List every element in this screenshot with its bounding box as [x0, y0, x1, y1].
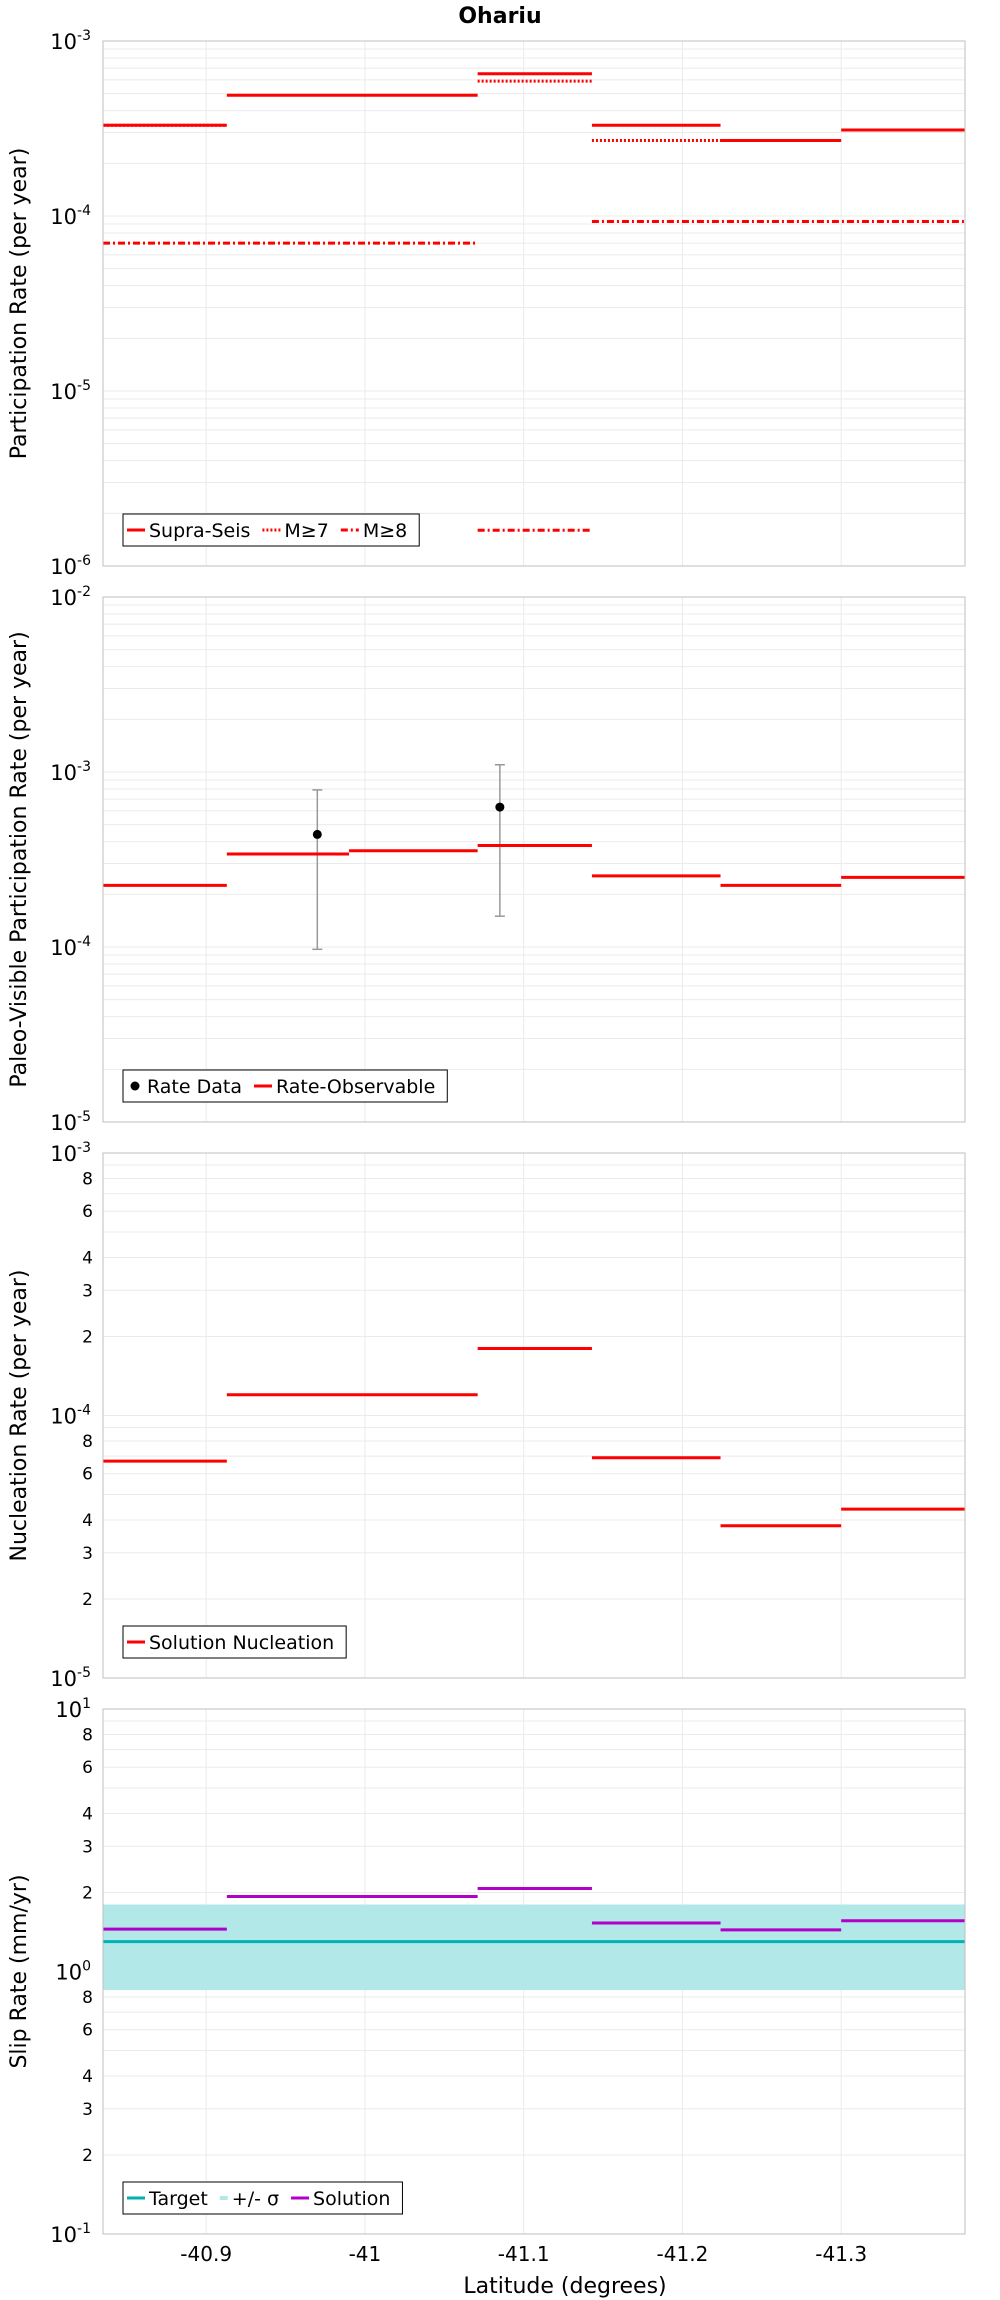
y-tick-label: 10-6: [50, 553, 91, 579]
legend-frame: [122, 2181, 403, 2215]
y-minor-tick-label: 3: [82, 2100, 93, 2120]
data-point: [312, 829, 322, 839]
y-tick-label: 10-2: [50, 584, 91, 610]
x-tick-label: -41.1: [498, 2242, 550, 2266]
sigma-band: [103, 1904, 965, 1991]
chart-panel-nucleation: 10-5 10-4 10-3 2 3 4 6 8 2 3 4 6 8 Nucleation Rate (p…: [7, 1140, 966, 1691]
series-rate-data: [312, 764, 505, 951]
legend-label: +/- σ: [232, 2188, 279, 2210]
y-tick-label: 10-3: [50, 28, 91, 54]
legend-frame: [122, 1625, 347, 1659]
chart-panels: 10-6 10-5 10-4 10-3 Participation Rate (per …: [7, 28, 966, 2247]
y-minor-tick-label: 4: [82, 1804, 93, 1824]
plot-frame: [102, 40, 966, 567]
y-minor-tick-label: 8: [82, 1169, 93, 1189]
y-minor-tick-label: 4: [82, 1511, 93, 1531]
y-axis-label: Nucleation Rate (per year): [7, 1270, 32, 1562]
legend-marker: [130, 1081, 140, 1091]
y-tick-label: 101: [55, 1696, 91, 1722]
legend: Solution Nucleation: [122, 1625, 347, 1659]
x-tick-label: -40.9: [180, 2242, 232, 2266]
x-axis-label: Latitude (degrees): [463, 2274, 666, 2299]
y-tick-label: 100: [55, 1959, 91, 1985]
chart-panel-participation: 10-6 10-5 10-4 10-3 Participation Rate (per …: [7, 28, 966, 579]
y-minor-tick-label: 6: [82, 1465, 93, 1485]
chart-panel-slip: 10-1 100 101 2 3 4 6 8 2 3 4 6 8 Slip Rate (mm/yr) Tar…: [7, 1696, 966, 2247]
y-tick-label: 10-1: [50, 2221, 91, 2247]
y-minor-tick-label: 3: [82, 1544, 93, 1564]
plot-frame: [102, 596, 966, 1123]
legend-label: M≥8: [363, 520, 407, 542]
x-tick-label: -41.3: [815, 2242, 867, 2266]
y-tick-label: 10-3: [50, 759, 91, 785]
series-solution: [103, 1887, 965, 1932]
chart-title: Ohariu: [458, 4, 541, 29]
y-minor-tick-label: 4: [82, 1248, 93, 1268]
data-point: [495, 802, 505, 812]
y-minor-tick-label: 8: [82, 1725, 93, 1745]
y-minor-tick-label: 3: [82, 1837, 93, 1857]
y-tick-label: 10-5: [50, 378, 91, 404]
series-m-8: [103, 220, 965, 532]
legend-label: M≥7: [284, 520, 328, 542]
y-minor-tick-label: 6: [82, 1758, 93, 1778]
x-axis: -40.9 -41 -41.1 -41.2 -41.3: [180, 2242, 867, 2266]
legend: Supra-Seis M≥7 M≥8: [122, 513, 420, 547]
y-tick-label: 10-4: [50, 203, 91, 229]
y-tick-label: 10-5: [50, 1665, 91, 1691]
legend-label: Rate-Observable: [276, 1076, 435, 1098]
y-minor-tick-label: 4: [82, 2067, 93, 2087]
x-tick-label: -41: [349, 2242, 382, 2266]
y-axis-label: Slip Rate (mm/yr): [7, 1874, 32, 2068]
y-minor-tick-label: 6: [82, 2021, 93, 2041]
gridlines: [103, 1153, 965, 1678]
y-tick-label: 10-5: [50, 1109, 91, 1135]
chart-panel-paleo: 10-5 10-4 10-3 10-2 Paleo-Visible Participat…: [7, 584, 966, 1135]
gridlines: [103, 41, 965, 566]
y-minor-tick-label: 3: [82, 1281, 93, 1301]
y-minor-tick-label: 8: [82, 1988, 93, 2008]
y-tick-label: 10-4: [50, 934, 91, 960]
legend-label: Rate Data: [147, 1076, 242, 1098]
series-solution-nucleation: [103, 1346, 965, 1528]
legend: Rate Data Rate-Observable: [122, 1069, 448, 1103]
y-tick-label: 10-3: [50, 1140, 91, 1166]
y-axis-label: Paleo-Visible Participation Rate (per ye…: [7, 631, 32, 1087]
x-tick-label: -41.2: [657, 2242, 709, 2266]
plot-frame: [102, 1708, 966, 2235]
y-axis-label: Participation Rate (per year): [7, 148, 32, 460]
legend-label: Target: [148, 2188, 208, 2210]
y-minor-tick-label: 2: [82, 2146, 93, 2166]
legend: Target +/- σ Solution: [122, 2181, 403, 2215]
legend-label: Solution: [313, 2188, 390, 2210]
y-minor-tick-label: 6: [82, 1202, 93, 1222]
y-tick-label: 10-4: [50, 1403, 91, 1429]
y-minor-tick-label: 2: [82, 1590, 93, 1610]
legend-label: Supra-Seis: [149, 520, 250, 542]
series-m-7: [103, 79, 721, 143]
y-minor-tick-label: 2: [82, 1883, 93, 1903]
series-rate-observable: [103, 844, 965, 887]
y-minor-tick-label: 2: [82, 1327, 93, 1347]
plot-frame: [102, 1152, 966, 1679]
series-supra-seis: [103, 72, 965, 143]
legend-label: Solution Nucleation: [149, 1632, 334, 1654]
legend-marker: [219, 2196, 228, 2200]
y-minor-tick-label: 8: [82, 1432, 93, 1452]
legend-frame: [122, 1069, 448, 1103]
gridlines: [103, 597, 965, 1122]
